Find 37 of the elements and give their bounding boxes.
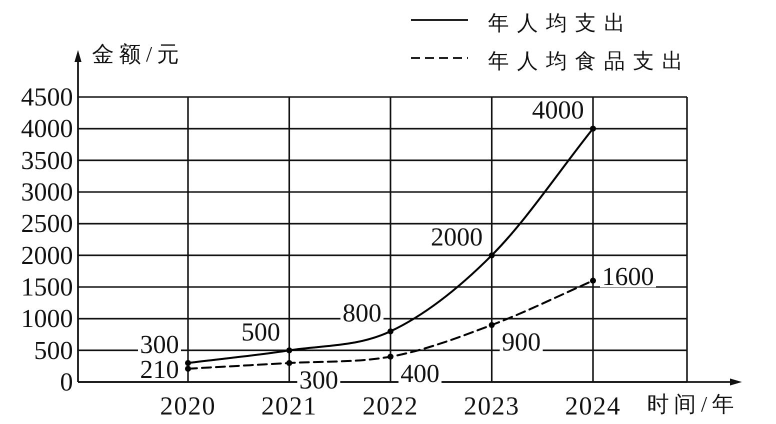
data-label: 2000 bbox=[430, 222, 483, 252]
x-tick-label: 2020 bbox=[160, 392, 216, 420]
y-tick-label: 0 bbox=[60, 368, 73, 396]
point bbox=[590, 278, 596, 284]
y-tick-label: 2000 bbox=[21, 240, 73, 270]
point bbox=[286, 360, 292, 366]
y-tick-label: 4500 bbox=[21, 82, 73, 112]
y-tick-label: 3000 bbox=[21, 178, 73, 206]
data-label: 1600 bbox=[602, 262, 654, 292]
x-tick-label: 2022 bbox=[362, 392, 418, 420]
point bbox=[185, 366, 191, 372]
y-tick-label: 4000 bbox=[21, 114, 73, 144]
data-label: 400 bbox=[400, 359, 440, 388]
point bbox=[488, 252, 495, 258]
y-tick-label: 1000 bbox=[21, 304, 73, 334]
x-tick-label: 2021 bbox=[261, 392, 318, 420]
point bbox=[388, 354, 394, 360]
point bbox=[488, 322, 495, 328]
y-tick-label: 3500 bbox=[21, 146, 73, 175]
point bbox=[590, 126, 596, 132]
legend-label: 年人均食品支出 bbox=[488, 49, 691, 73]
point bbox=[185, 360, 191, 366]
point bbox=[388, 328, 394, 334]
data-label: 4000 bbox=[532, 96, 584, 125]
y-axis-title: 金额/元 bbox=[92, 42, 184, 66]
data-label: 500 bbox=[241, 317, 280, 346]
x-axis-title: 时间/年 bbox=[647, 392, 740, 416]
y-tick-label: 2500 bbox=[21, 209, 73, 238]
point bbox=[286, 347, 292, 354]
y-tick-label: 1500 bbox=[21, 272, 73, 302]
y-tick-label: 500 bbox=[34, 336, 73, 365]
data-label: 300 bbox=[299, 366, 338, 394]
data-label: 900 bbox=[502, 328, 541, 356]
legend-label: 年人均支出 bbox=[488, 11, 633, 35]
data-label: 800 bbox=[342, 298, 382, 328]
x-tick-label: 2023 bbox=[464, 392, 520, 420]
x-tick-label: 2024 bbox=[565, 392, 621, 420]
